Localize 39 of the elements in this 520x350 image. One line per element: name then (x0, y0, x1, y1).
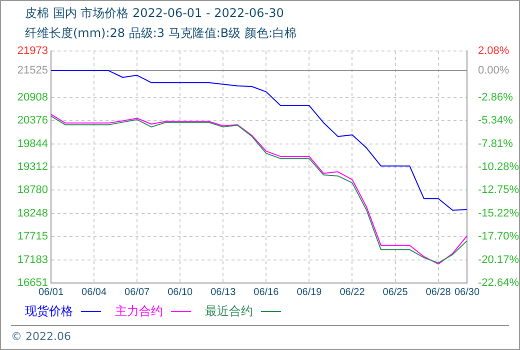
x-tick-label: 06/22 (340, 286, 366, 298)
legend-label: 主力合约 (115, 304, 163, 318)
x-tick-label: 06/04 (82, 286, 107, 298)
y-tick-label: 21973 (17, 45, 48, 58)
x-tick-label: 06/30 (454, 286, 480, 298)
chart-subtitle: 纤维长度(mm):28 品级:3 马克隆值:B级 颜色:白棉 (25, 25, 296, 42)
legend-label: 现货价格 (25, 304, 73, 318)
y-tick-label: 20908 (17, 91, 48, 104)
y-tick-label: 19844 (17, 138, 48, 150)
x-tick-label: 06/16 (254, 286, 280, 298)
legend-label: 最近合约 (205, 304, 253, 318)
y-tick-label: 16651 (17, 277, 48, 290)
y-tick-label: 21525 (17, 64, 48, 77)
y2-tick-label: -7.81% (478, 138, 514, 150)
x-tick-label: 06/07 (124, 286, 150, 298)
x-tick-label: 06/19 (296, 286, 322, 298)
y-tick-label: 18780 (17, 184, 48, 196)
y-tick-label: 18248 (17, 207, 48, 220)
y2-tick-label: -5.34% (478, 114, 514, 127)
y-tick-label: 17715 (17, 230, 48, 243)
y-tick-label: 20376 (17, 114, 48, 127)
y-tick-label: 19312 (17, 161, 48, 174)
y2-tick-label: -17.70% (478, 230, 520, 243)
y2-tick-label: -12.75% (478, 184, 520, 196)
y2-tick-label: -2.86% (478, 91, 514, 104)
x-tick-label: 06/28 (426, 286, 452, 298)
y2-tick-label: -10.28% (478, 161, 520, 174)
x-tick-label: 06/01 (38, 286, 64, 298)
x-tick-label: 06/13 (210, 286, 236, 298)
y2-tick-label: -15.22% (478, 207, 520, 220)
x-tick-label: 06/25 (382, 286, 408, 298)
y2-tick-label: 2.08% (478, 45, 510, 58)
y2-tick-label: 0.00% (478, 64, 510, 77)
x-tick-label: 06/10 (168, 286, 194, 298)
y-tick-label: 17183 (17, 254, 48, 266)
text: © 2022.06 (11, 325, 509, 343)
y2-tick-label: -22.64% (478, 277, 520, 290)
chart-title: 皮棉 国内 市场价格 2022-06-01 - 2022-06-30 (25, 5, 284, 22)
y2-tick-label: -20.17% (478, 254, 520, 266)
